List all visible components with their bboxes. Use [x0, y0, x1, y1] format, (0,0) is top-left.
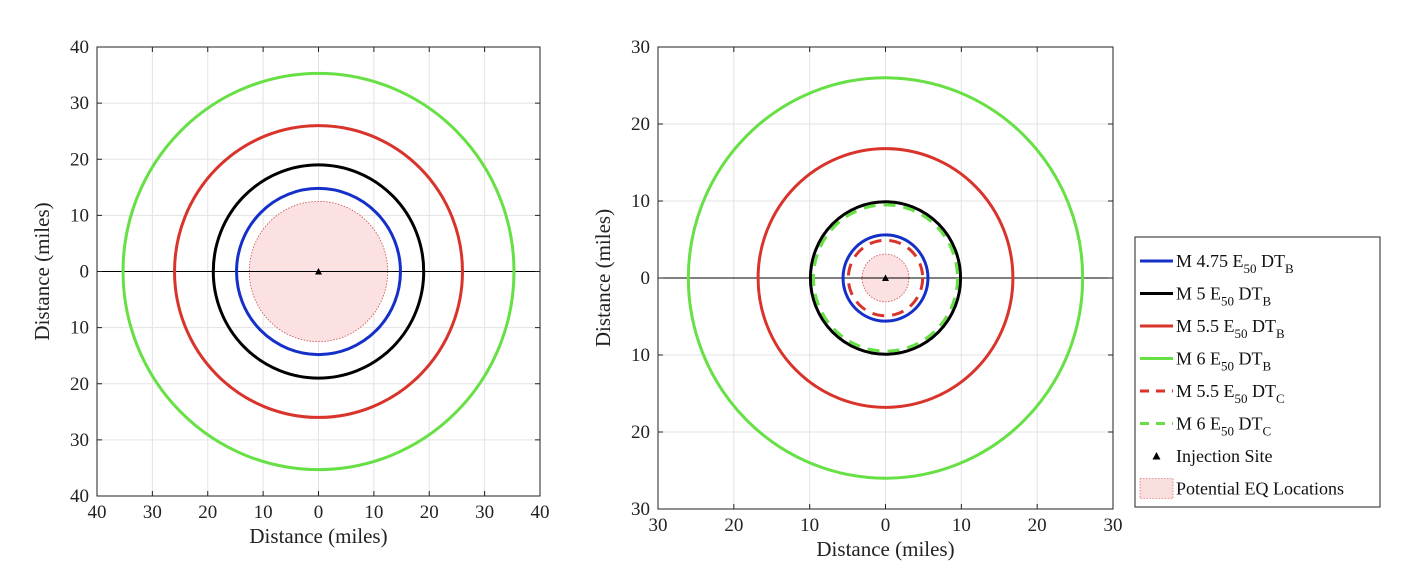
- y-tick-label: 10: [70, 205, 89, 226]
- x-tick-label: 10: [800, 515, 819, 536]
- x-tick-label: 30: [649, 515, 668, 536]
- x-tick-label: 40: [531, 502, 550, 523]
- legend-entry-label: M 4.75 E50 DTB: [1176, 251, 1294, 276]
- x-tick-label: 10: [364, 502, 383, 523]
- circle-m55_b: [756, 147, 1015, 409]
- y-tick-label: 20: [631, 114, 650, 135]
- chart-panel-left: 40 30 20 10 0 10 20 30 4040302010010203040Distan…: [30, 37, 550, 548]
- x-tick-label: 10: [254, 502, 273, 523]
- x-tick-label: 20: [724, 515, 743, 536]
- y-tick-label: 20: [631, 422, 650, 443]
- x-tick-label: 0: [314, 502, 324, 523]
- legend-swatch-marker: [1152, 452, 1161, 460]
- circle-m5_b: [808, 200, 963, 356]
- y-axis-label: Distance (miles): [30, 202, 54, 340]
- legend-entry-label: M 6 E50 DTB: [1176, 349, 1272, 374]
- x-axis-label: Distance (miles): [249, 524, 387, 548]
- injection-site-marker: [315, 268, 322, 275]
- legend-swatch-patch: [1139, 478, 1174, 499]
- circle-m6_c: [811, 203, 960, 353]
- circle-m6_b: [121, 71, 516, 472]
- y-tick-label: 0: [80, 262, 90, 283]
- y-tick-label: 10: [70, 318, 89, 339]
- legend-entry-label: Injection Site: [1176, 446, 1272, 466]
- y-tick-label: 40: [70, 37, 89, 58]
- x-tick-label: 40: [88, 502, 107, 523]
- y-tick-label: 30: [70, 93, 89, 114]
- x-tick-label: 20: [198, 502, 217, 523]
- circle-m55_c: [846, 238, 925, 318]
- circle-m475_b: [235, 186, 402, 357]
- y-tick-label: 10: [631, 345, 650, 366]
- x-tick-label: 30: [475, 502, 494, 523]
- x-tick-label: 20: [1028, 515, 1047, 536]
- circle-m5_b: [211, 163, 426, 380]
- circle-m6_b: [686, 76, 1085, 480]
- x-axis-label: Distance (miles): [816, 537, 954, 561]
- y-axis-label: Distance (miles): [591, 209, 615, 347]
- legend-entry-label: M 6 E50 DTC: [1176, 414, 1271, 439]
- legend-entry-label: M 5.5 E50 DTC: [1176, 381, 1285, 406]
- legend-box: [1134, 236, 1381, 508]
- x-tick-label: 20: [420, 502, 439, 523]
- x-tick-label: 10: [952, 515, 971, 536]
- injection-site-marker: [882, 274, 889, 281]
- x-tick-label: 30: [143, 502, 162, 523]
- y-tick-label: 0: [641, 268, 651, 289]
- circle-m55_b: [173, 124, 464, 419]
- legend-entry-label: M 5 E50 DTB: [1176, 284, 1272, 309]
- legend-entry-label: Potential EQ Locations: [1176, 479, 1344, 499]
- legend: M 4.75 E50 DTB M 5 E50 DTB M 5.5 E50 DTB M …: [1134, 236, 1381, 508]
- y-tick-label: 30: [631, 37, 650, 58]
- x-tick-label: 30: [1104, 515, 1123, 536]
- y-tick-label: 40: [70, 486, 89, 507]
- y-tick-label: 30: [70, 430, 89, 451]
- y-tick-label: 30: [631, 499, 650, 520]
- circle-m475_b: [841, 233, 930, 323]
- y-tick-label: 20: [70, 149, 89, 170]
- x-tick-label: 0: [881, 515, 891, 536]
- y-tick-label: 20: [70, 374, 89, 395]
- legend-entry-label: M 5.5 E50 DTB: [1176, 316, 1285, 341]
- y-tick-label: 10: [631, 191, 650, 212]
